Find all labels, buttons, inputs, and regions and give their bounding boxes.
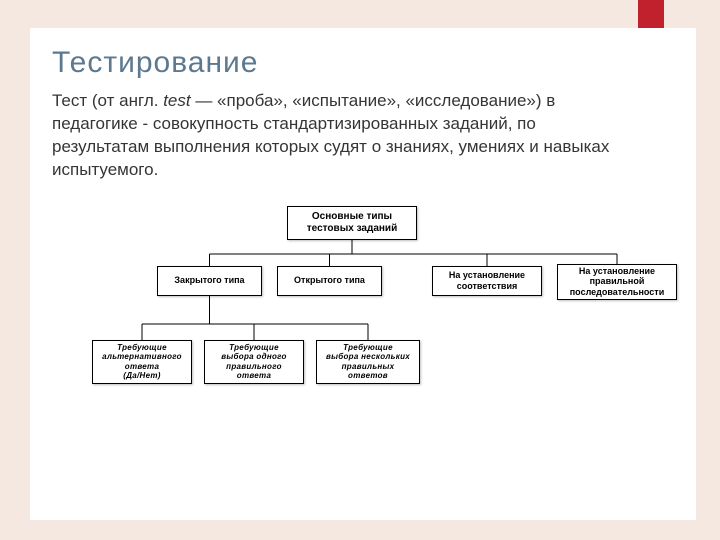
l1-node-1: Открытого типа (277, 266, 382, 296)
l2-node-2: Требующиевыбора несколькихправильныхотве… (316, 340, 420, 384)
tree-connectors (52, 206, 674, 456)
l1-node-3: На установлениеправильнойпоследовательно… (557, 264, 677, 300)
l2-node-0: Требующиеальтернативногоответа(Да/Нет) (92, 340, 192, 384)
root-node-0: Основные типытестовых заданий (287, 206, 417, 240)
l2-node-1: Требующиевыбора одногоправильногоответа (204, 340, 304, 384)
slide-card: Тестирование Тест (от англ. test — «проб… (30, 28, 696, 520)
page-title: Тестирование (52, 46, 674, 80)
definition-pre: Тест (от англ. (52, 91, 163, 110)
diagram-tree: Основные типытестовых заданий Закрытого т… (52, 206, 674, 456)
l1-node-0: Закрытого типа (157, 266, 262, 296)
l1-node-2: На установлениесоответствия (432, 266, 542, 296)
definition-text: Тест (от англ. test — «проба», «испытани… (52, 90, 612, 182)
definition-italic: test (163, 91, 190, 110)
